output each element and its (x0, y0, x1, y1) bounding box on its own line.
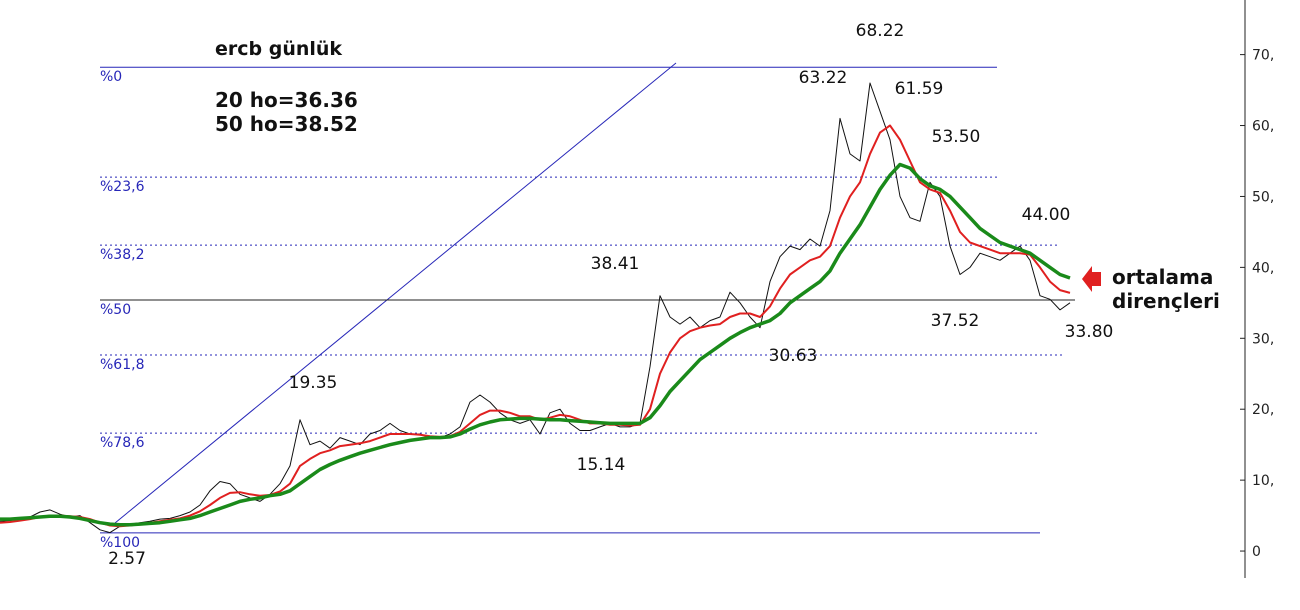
fib-label: %23,6 (100, 179, 145, 195)
trend-line (114, 62, 677, 524)
series-line (0, 124, 1071, 528)
price-annotation: 68.22 (856, 21, 905, 41)
series-line (0, 82, 1071, 534)
price-annotation: 19.35 (289, 373, 338, 393)
y-tick-label: 40, (1252, 260, 1274, 276)
fib-label: %100 (100, 535, 140, 551)
note-text: dirençleri (1112, 289, 1220, 313)
price-annotation: 53.50 (932, 127, 981, 147)
price-annotation: 37.52 (931, 311, 980, 331)
price-annotation: 61.59 (895, 79, 944, 99)
price-annotation: 38.41 (591, 254, 640, 274)
chart-title: ercb günlük (215, 38, 342, 60)
fib-label: %50 (100, 302, 131, 318)
y-tick-label: 70, (1252, 48, 1274, 64)
ma-text: 20 ho=36.36 (215, 88, 358, 112)
price-annotation: 63.22 (799, 68, 848, 88)
price-annotation: 44.00 (1022, 205, 1071, 225)
y-tick-label: 20, (1252, 402, 1274, 418)
series-line (0, 162, 1071, 527)
fib-label: %0 (100, 69, 122, 85)
ma-text: 50 ho=38.52 (215, 112, 358, 136)
price-annotation: 33.80 (1065, 322, 1114, 342)
price-annotation: 15.14 (577, 455, 626, 475)
y-tick-label: 60, (1252, 119, 1274, 135)
y-tick-label: 0 (1252, 544, 1261, 560)
price-annotation: 30.63 (769, 346, 818, 366)
y-tick-label: 30, (1252, 331, 1274, 347)
fib-label: %78,6 (100, 435, 145, 451)
note-text: ortalama (1112, 265, 1213, 289)
fib-label: %38,2 (100, 247, 144, 263)
y-tick-label: 10, (1252, 473, 1274, 489)
fib-label: %61,8 (100, 357, 144, 373)
y-tick-label: 50, (1252, 189, 1274, 205)
arrow (1082, 266, 1101, 292)
price-annotation: 2.57 (108, 549, 146, 569)
